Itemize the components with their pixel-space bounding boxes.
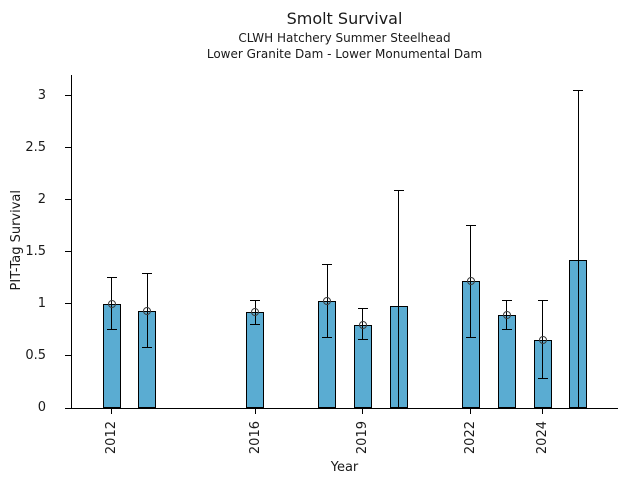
error-cap-high-2018 (322, 263, 333, 265)
y-tick-2.5 (65, 147, 71, 149)
error-bar-2020 (398, 190, 400, 408)
x-tick-label-2016: 2016 (247, 421, 263, 455)
error-cap-low-2019 (357, 338, 368, 340)
plot-area: 0 0.5 1 1.5 2 2.5 3 2012 2016 2019 2022 2024 (25, 75, 618, 454)
error-cap-low-2016 (250, 324, 261, 326)
error-cap-high-2024 (537, 300, 548, 302)
chart-title: Smolt Survival (286, 9, 403, 28)
x-tick-2016 (254, 409, 256, 414)
y-tick-label-3: 3 (37, 87, 46, 103)
error-cap-low-2024 (537, 378, 548, 380)
x-axis-label: Year (330, 460, 359, 475)
point-marker-2013 (143, 307, 152, 316)
error-bar-2025 (577, 90, 579, 408)
y-tick-1 (65, 303, 71, 305)
x-tick-label-2019: 2019 (355, 421, 371, 455)
y-tick-2 (65, 199, 71, 201)
error-cap-low-2013 (142, 347, 153, 349)
point-marker-2018 (323, 296, 332, 305)
point-marker-2023 (502, 311, 511, 320)
point-marker-2016 (251, 308, 260, 317)
y-tick-label-1.5: 1.5 (25, 243, 46, 259)
chart-subtitle-2: Lower Granite Dam - Lower Monumental Dam (206, 47, 483, 61)
point-marker-2022 (466, 277, 475, 286)
point-marker-2024 (538, 336, 547, 345)
error-cap-high-2020 (393, 190, 404, 191)
x-tick-label-2024: 2024 (535, 421, 551, 455)
x-tick-2019 (362, 409, 364, 414)
bar-2016 (246, 312, 265, 408)
y-tick-label-1: 1 (37, 295, 46, 311)
y-tick-label-2.5: 2.5 (25, 139, 46, 155)
error-cap-low-2012 (106, 329, 117, 331)
error-cap-low-2018 (322, 336, 333, 338)
x-tick-2022 (470, 409, 472, 414)
error-cap-high-2019 (357, 307, 368, 309)
y-tick-label-0: 0 (37, 400, 46, 415)
x-tick-2024 (542, 409, 544, 414)
y-tick-1.5 (65, 251, 71, 253)
error-cap-high-2013 (142, 273, 153, 275)
error-cap-high-2022 (465, 225, 476, 227)
point-marker-2019 (358, 320, 367, 329)
error-cap-low-2023 (501, 329, 512, 331)
y-tick-0.5 (65, 355, 71, 357)
point-marker-2012 (107, 299, 116, 308)
error-cap-high-2023 (501, 300, 512, 302)
y-tick-3 (65, 95, 71, 97)
error-cap-high-2012 (106, 277, 117, 279)
x-tick-label-2022: 2022 (463, 421, 479, 455)
x-tick-label-2012: 2012 (104, 421, 119, 455)
error-cap-high-2025 (573, 90, 584, 92)
error-cap-low-2022 (465, 336, 476, 338)
x-tick-2012 (111, 409, 112, 414)
y-tick-label-2: 2 (37, 191, 46, 207)
chart-subtitle-1: CLWH Hatchery Summer Steelhead (238, 31, 451, 45)
y-tick-0 (65, 407, 71, 409)
y-tick-label-0.5: 0.5 (25, 347, 46, 363)
error-cap-high-2016 (250, 300, 261, 302)
